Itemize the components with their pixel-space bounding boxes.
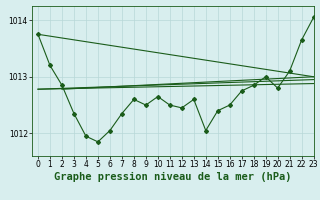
X-axis label: Graphe pression niveau de la mer (hPa): Graphe pression niveau de la mer (hPa) [54, 172, 292, 182]
